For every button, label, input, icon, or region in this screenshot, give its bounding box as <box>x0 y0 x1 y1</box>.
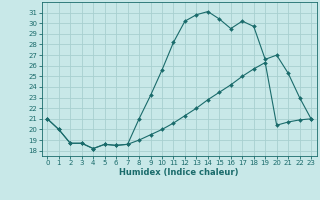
X-axis label: Humidex (Indice chaleur): Humidex (Indice chaleur) <box>119 168 239 177</box>
